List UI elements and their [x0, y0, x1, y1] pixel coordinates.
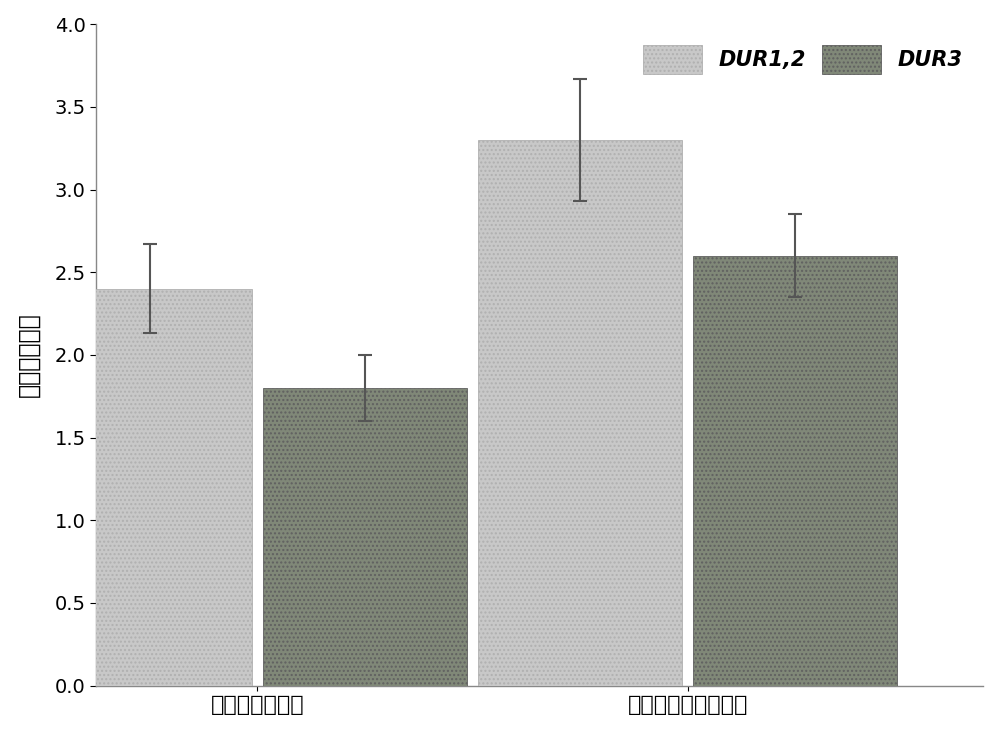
- Bar: [693, 255, 897, 686]
- Y-axis label: 基因变化倍数: 基因变化倍数: [17, 313, 41, 397]
- Bar: [48, 288, 252, 686]
- Bar: [478, 140, 682, 686]
- Legend: DUR1,2, DUR3: DUR1,2, DUR3: [633, 34, 973, 85]
- Bar: [263, 388, 467, 686]
